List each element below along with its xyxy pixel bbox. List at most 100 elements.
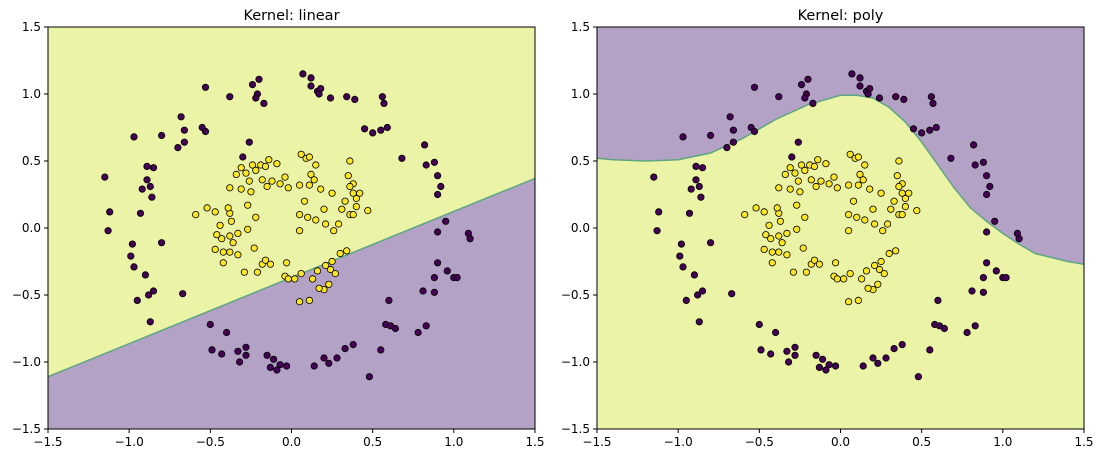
data-point-class-0: [677, 240, 686, 248]
data-point-class-0: [239, 153, 247, 161]
data-point-class-0: [679, 133, 687, 141]
data-point-class-1: [313, 267, 322, 275]
data-point-class-0: [263, 351, 271, 359]
x-tick-label: 0.5: [912, 435, 931, 449]
data-point-class-0: [783, 347, 791, 355]
data-point-class-0: [299, 70, 307, 78]
data-point-class-1: [284, 184, 292, 192]
data-point-class-0: [859, 362, 867, 370]
data-point-class-0: [143, 176, 151, 184]
data-point-class-0: [695, 182, 703, 191]
data-point-class-0: [391, 324, 399, 333]
data-point-class-1: [810, 256, 819, 264]
data-point-class-0: [682, 296, 690, 304]
x-tick-label: 0.0: [282, 435, 301, 449]
data-point-class-1: [802, 268, 811, 276]
data-point-class-1: [854, 153, 863, 161]
data-point-class-1: [276, 180, 284, 188]
data-point-class-1: [812, 182, 820, 191]
data-point-class-1: [895, 157, 903, 165]
data-point-class-1: [226, 248, 234, 256]
data-point-class-0: [697, 193, 705, 201]
data-point-class-1: [875, 265, 884, 274]
data-point-class-0: [818, 355, 827, 363]
data-point-class-0: [926, 126, 934, 134]
data-point-class-0: [963, 328, 971, 337]
data-point-class-0: [466, 235, 474, 243]
data-point-class-1: [810, 162, 819, 170]
data-point-class-1: [297, 150, 305, 158]
data-point-class-0: [979, 158, 988, 166]
data-point-class-1: [328, 189, 336, 197]
data-point-class-1: [315, 284, 323, 292]
data-point-class-0: [692, 176, 700, 184]
data-point-class-0: [692, 162, 700, 170]
data-point-class-0: [791, 343, 799, 351]
data-point-class-0: [698, 287, 707, 295]
data-point-class-0: [856, 74, 864, 82]
data-point-class-0: [706, 239, 715, 247]
data-point-class-1: [815, 260, 824, 268]
data-point-class-0: [433, 259, 442, 267]
data-point-class-1: [793, 225, 801, 233]
data-point-class-1: [344, 172, 352, 180]
data-point-class-1: [901, 203, 910, 211]
data-point-class-0: [653, 227, 661, 235]
data-point-class-1: [364, 207, 372, 215]
y-tick-label: 0.5: [22, 154, 41, 168]
data-point-class-0: [422, 322, 430, 330]
data-point-class-0: [788, 153, 796, 161]
data-point-class-0: [206, 320, 214, 329]
data-point-class-1: [854, 181, 863, 189]
data-point-class-1: [830, 173, 838, 181]
data-point-class-0: [177, 113, 185, 121]
data-point-class-0: [385, 296, 393, 304]
data-point-class-0: [149, 287, 158, 295]
panel-linear: Kernel: linear −1.5 −1.0 −0.5 0.0 0.5 1.0 1.5 −…: [12, 8, 545, 449]
data-point-class-0: [242, 351, 250, 359]
data-point-class-0: [1002, 273, 1010, 282]
data-point-class-1: [224, 204, 232, 212]
data-point-class-0: [236, 358, 244, 366]
data-point-class-0: [971, 322, 979, 330]
data-point-class-1: [844, 211, 853, 219]
data-point-class-1: [898, 211, 906, 219]
data-point-class-1: [892, 247, 900, 255]
data-point-class-0: [146, 318, 154, 326]
data-point-class-1: [877, 257, 885, 266]
data-point-class-1: [844, 181, 853, 189]
data-point-class-1: [266, 260, 274, 268]
data-point-class-1: [349, 211, 357, 219]
y-tick-label: −0.5: [561, 288, 590, 302]
data-point-class-1: [331, 269, 339, 278]
data-point-class-0: [909, 125, 918, 133]
decision-region-upper: [48, 27, 535, 377]
data-point-class-0: [248, 81, 257, 89]
data-point-class-1: [336, 249, 344, 258]
y-tick-label: −1.5: [12, 422, 41, 436]
data-point-class-1: [226, 232, 234, 240]
data-point-class-1: [807, 176, 815, 184]
data-point-class-1: [775, 248, 783, 256]
data-point-class-1: [213, 231, 221, 239]
data-point-class-0: [750, 83, 759, 91]
data-point-class-1: [883, 220, 892, 228]
data-point-class-0: [866, 85, 874, 93]
data-point-class-0: [380, 99, 388, 108]
data-point-class-1: [874, 280, 882, 288]
data-point-class-0: [726, 113, 734, 121]
y-tick-label: 1.5: [571, 20, 590, 34]
data-point-class-0: [856, 82, 864, 90]
data-point-class-0: [201, 127, 210, 136]
data-point-class-0: [325, 359, 333, 367]
data-point-class-0: [369, 129, 377, 137]
data-point-class-1: [880, 269, 888, 278]
data-point-class-1: [317, 185, 325, 193]
data-point-class-1: [240, 268, 248, 276]
data-point-class-1: [250, 244, 258, 252]
data-point-class-0: [1015, 235, 1023, 243]
y-tick-label: 1.0: [22, 87, 41, 101]
data-point-class-1: [305, 296, 313, 304]
data-point-class-1: [226, 184, 234, 192]
data-point-class-1: [211, 208, 219, 216]
